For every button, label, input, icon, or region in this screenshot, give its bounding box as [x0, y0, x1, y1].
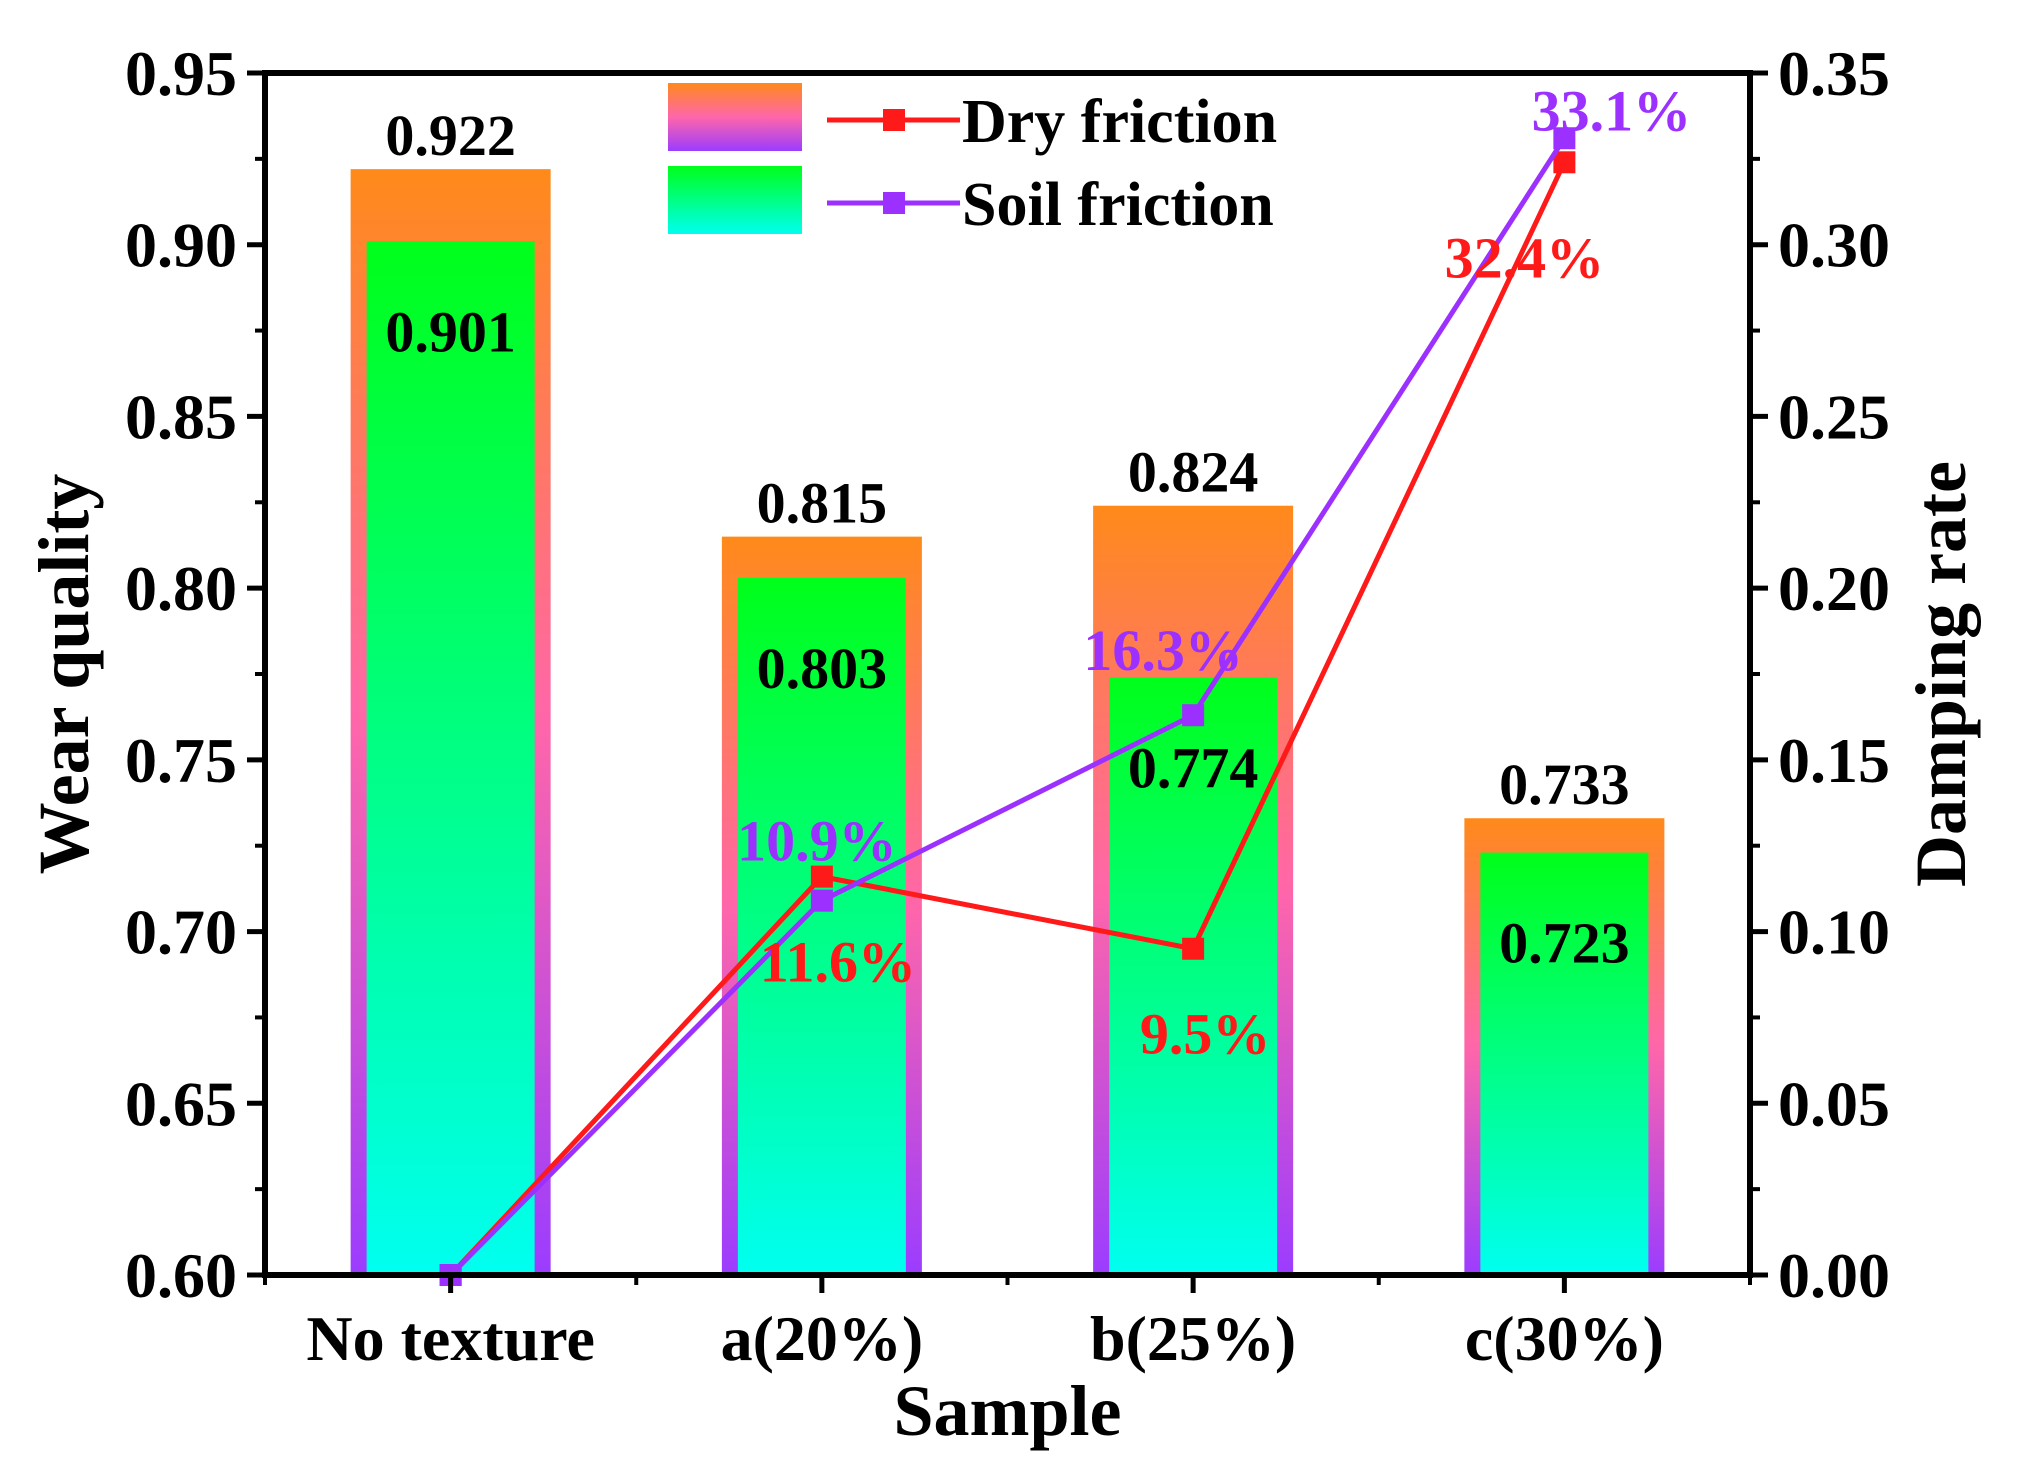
x-tick-label: c(30%)	[1465, 1303, 1664, 1374]
legend-entry-dry-label: Dry friction	[962, 88, 1277, 156]
legend-swatch-soil-bar	[668, 166, 802, 234]
line-point	[1182, 937, 1205, 960]
bar-label-soil: 0.901	[385, 299, 516, 364]
y2-axis-title: Damping rate	[1901, 461, 1981, 887]
bar-label-soil: 0.803	[757, 636, 888, 701]
annotation-soil-percent: 33.1%	[1532, 78, 1692, 143]
bar-label-dry: 0.922	[385, 103, 516, 168]
bar-soil-friction	[1109, 677, 1278, 1275]
y-tick-label: 0.65	[125, 1068, 237, 1139]
line-point	[1182, 704, 1205, 727]
y-axis-title: Wear quality	[24, 474, 104, 875]
line-point	[1553, 151, 1576, 174]
legend-entry-soil-label: Soil friction	[962, 171, 1274, 239]
bar-label-dry: 0.824	[1128, 440, 1259, 505]
legend-swatch-dry-bar	[668, 83, 802, 151]
line-dry-friction	[448, 161, 1567, 1277]
x-axis-title: Sample	[893, 1371, 1121, 1451]
x-tick-label: b(25%)	[1090, 1303, 1296, 1374]
y-tick-label: 0.95	[125, 38, 237, 109]
y2-tick-label: 0.35	[1778, 38, 1890, 109]
bar-soil-friction	[1480, 852, 1649, 1275]
y-tick-label: 0.75	[125, 725, 237, 796]
line-point	[810, 865, 833, 888]
line-point	[1553, 127, 1576, 150]
y-tick-label: 0.80	[125, 553, 237, 624]
labels-layer: 0.922 0.901 0.815 0.803 0.824 0.774 0.733 0.723…	[385, 78, 1691, 1066]
y2-tick-label: 0.15	[1778, 725, 1890, 796]
legend-entry-soil-marker	[883, 192, 905, 214]
y2-tick-label: 0.30	[1778, 210, 1890, 281]
x-tick-label: a(20%)	[721, 1303, 924, 1374]
line-soil-friction	[448, 136, 1567, 1277]
bar-label-dry: 0.733	[1499, 752, 1630, 817]
annotation-dry-percent: 32.4%	[1445, 225, 1605, 290]
lines-layer	[439, 127, 1576, 1286]
line-point	[810, 889, 833, 912]
annotation-soil-percent: 16.3%	[1083, 618, 1243, 683]
y2-tick-label: 0.10	[1778, 897, 1890, 968]
y-tick-label: 0.70	[125, 897, 237, 968]
bar-label-soil: 0.774	[1128, 735, 1259, 800]
y-tick-label: 0.85	[125, 381, 237, 452]
y-tick-label: 0.90	[125, 210, 237, 281]
y2-tick-label: 0.05	[1778, 1068, 1890, 1139]
y2-tick-label: 0.00	[1778, 1240, 1890, 1311]
bar-label-dry: 0.815	[757, 471, 888, 536]
legend-entry-dry-marker	[883, 109, 905, 131]
bar-label-soil: 0.723	[1499, 911, 1630, 976]
annotation-dry-percent: 11.6%	[760, 930, 916, 995]
annotation-dry-percent: 9.5%	[1140, 1002, 1271, 1067]
bar-soil-friction	[366, 241, 535, 1275]
y-tick-label: 0.60	[125, 1240, 237, 1311]
bar-soil-friction	[737, 577, 906, 1275]
bars-layer	[350, 169, 1665, 1276]
y2-tick-label: 0.20	[1778, 553, 1890, 624]
x-tick-label: No texture	[306, 1303, 595, 1374]
axes-layer: 0.60 0.65 0.70 0.75 0.80 0.85 0.90 0.95 0.00 0.05…	[24, 38, 1981, 1451]
legend: Dry friction Soil friction	[668, 83, 1277, 239]
annotation-soil-percent: 10.9%	[737, 809, 897, 874]
y2-tick-label: 0.25	[1778, 381, 1890, 452]
